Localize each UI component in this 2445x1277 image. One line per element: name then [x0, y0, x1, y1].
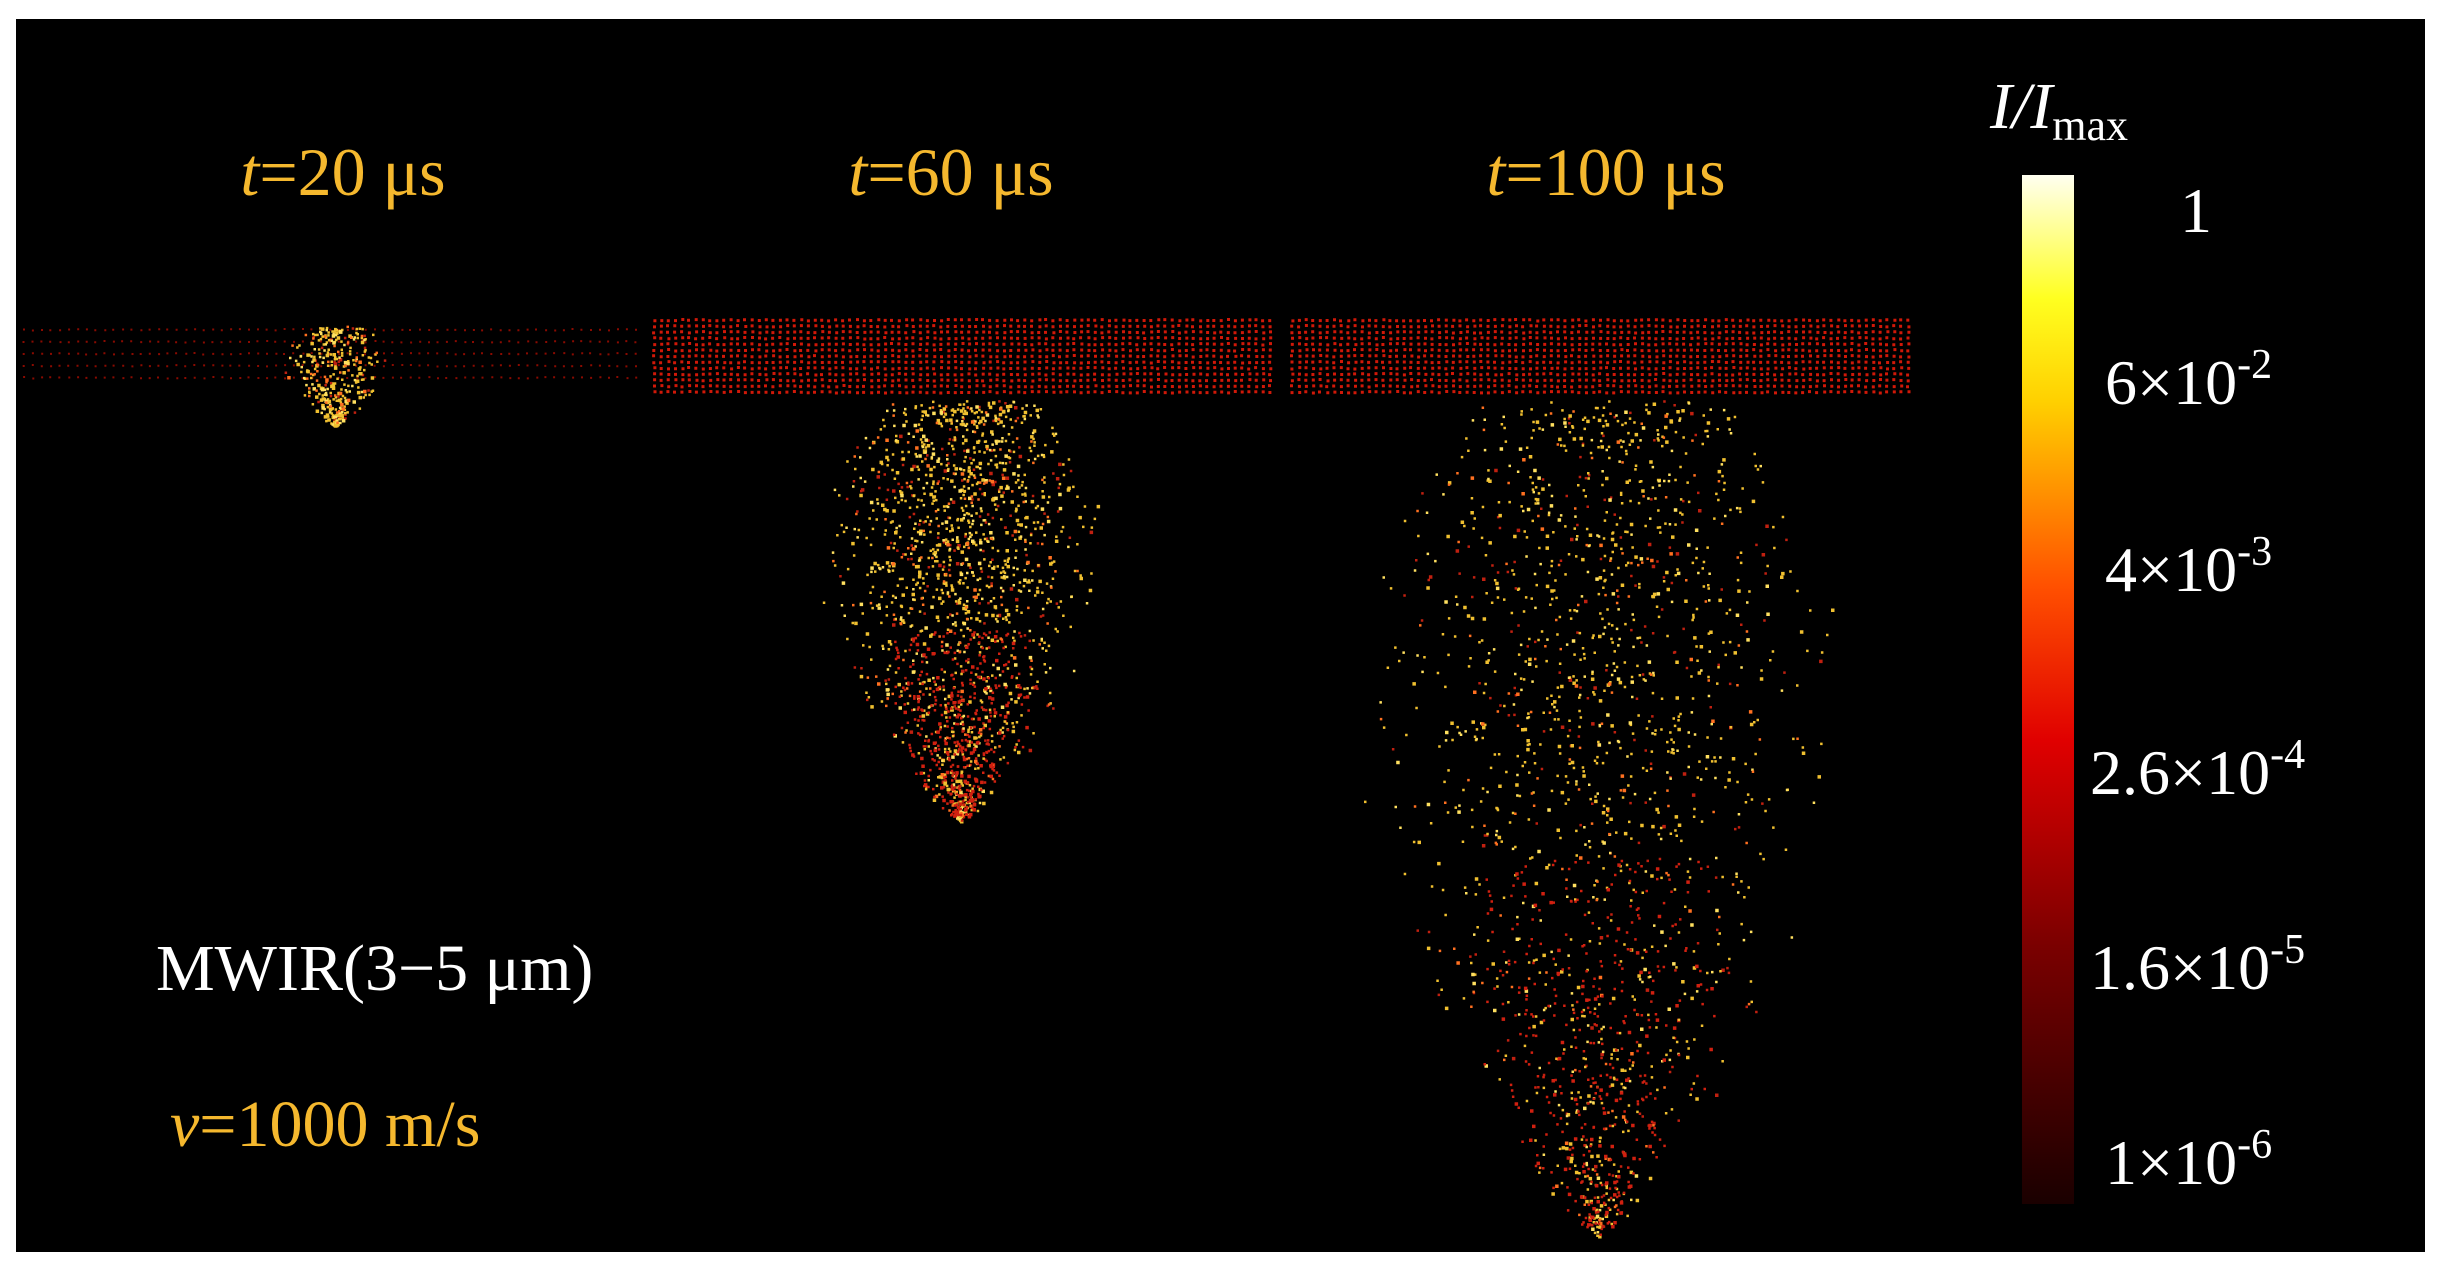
colorbar-title: I/Imax	[1989, 70, 2128, 150]
colorbar-tick-label: 1×10-6	[2105, 1122, 2272, 1198]
colorbar-tick-label: 1.6×10-5	[2090, 927, 2305, 1003]
tick-base: 4×10	[2105, 534, 2237, 605]
velocity-value: =1000 m/s	[199, 1088, 480, 1161]
tick-exponent: -5	[2270, 927, 2305, 973]
time-label: t=100 μs	[1486, 134, 1725, 210]
tick-base: 1×10	[2105, 1127, 2237, 1198]
colorbar-tick-label: 2.6×10-4	[2090, 732, 2305, 808]
colorbar-tick-label: 4×10-3	[2105, 529, 2272, 605]
particles	[892, 631, 1716, 1236]
tick-base: 2.6×10	[2090, 737, 2270, 808]
velocity-label: v=1000 m/s	[170, 1088, 480, 1161]
tick-exponent: -2	[2237, 342, 2272, 388]
colorbar-tick-label: 1	[2180, 175, 2212, 246]
tick-base: 1.6×10	[2090, 932, 2270, 1003]
band-label: MWIR(3−5 μm)	[156, 932, 593, 1005]
particle-clouds	[22, 318, 1911, 1239]
velocity-var: v	[170, 1088, 200, 1161]
particles	[296, 326, 1835, 1239]
colorbar-title-main: I/I	[1989, 70, 2055, 143]
colorbar	[2022, 175, 2074, 1204]
time-var: t	[240, 134, 261, 210]
colorbar-title-sub: max	[2052, 101, 2128, 150]
tick-exponent: -3	[2237, 529, 2272, 575]
tick-base: 1	[2180, 175, 2212, 246]
tick-exponent: -4	[2270, 732, 2305, 778]
time-label: t=20 μs	[240, 134, 445, 210]
tick-exponent: -6	[2237, 1122, 2272, 1168]
time-var: t	[1486, 134, 1507, 210]
time-var: t	[848, 134, 869, 210]
tick-base: 6×10	[2105, 347, 2237, 418]
time-value: =20 μs	[259, 134, 445, 210]
colorbar-tick-label: 6×10-2	[2105, 342, 2272, 418]
time-value: =60 μs	[867, 134, 1053, 210]
time-value: =100 μs	[1505, 134, 1725, 210]
time-label: t=60 μs	[848, 134, 1053, 210]
